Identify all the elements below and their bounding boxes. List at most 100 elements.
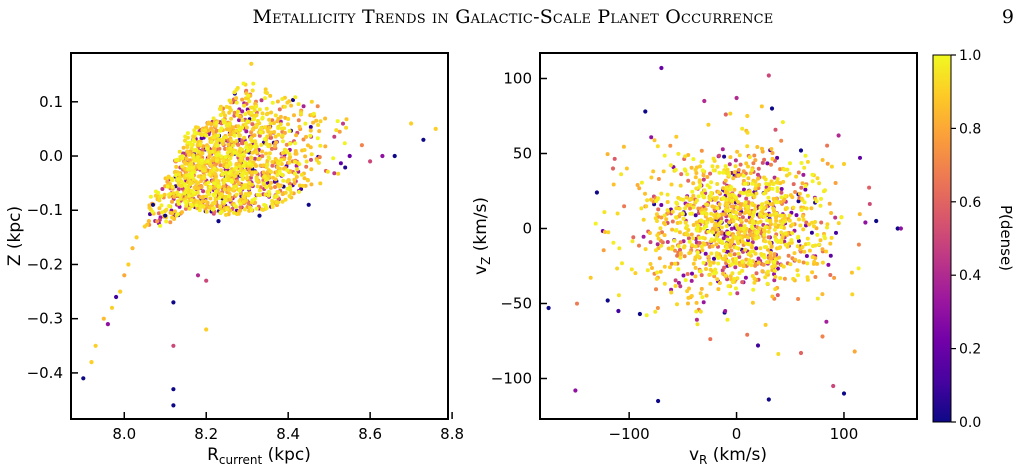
velocity-cloud-point — [787, 171, 792, 176]
spatial-cloud-point — [199, 179, 204, 183]
velocity-cloud-point — [715, 182, 720, 186]
spatial-data-point — [171, 343, 176, 348]
velocity-cloud-point — [674, 200, 679, 205]
velocity-cloud-point — [719, 216, 724, 221]
spatial-cloud-point — [168, 220, 173, 225]
spatial-cloud-point — [176, 177, 180, 182]
velocity-cloud-point — [729, 262, 734, 267]
spatial-cloud-point — [235, 170, 240, 175]
velocity-cloud-point — [655, 144, 660, 149]
spatial-cloud-point — [285, 186, 290, 191]
spatial-cloud-point — [183, 183, 188, 188]
spatial-cloud-point — [254, 123, 259, 128]
spatial-cloud-point — [260, 154, 265, 159]
velocity-cloud-point — [724, 242, 729, 247]
velocity-cloud-point — [695, 228, 700, 233]
velocity-cloud-point — [721, 212, 726, 217]
velocity-cloud-point — [685, 272, 690, 276]
spatial-cloud-point — [265, 162, 270, 167]
velocity-data-point — [841, 161, 847, 167]
spatial-cloud-point — [253, 156, 257, 161]
spatial-cloud-point — [257, 156, 262, 161]
velocity-cloud-point — [799, 208, 804, 212]
velocity-cloud-point — [612, 156, 617, 161]
velocity-cloud-point — [686, 178, 691, 183]
spatial-cloud-point — [206, 180, 211, 185]
spatial-cloud-point — [162, 192, 167, 197]
spatial-cloud-point — [302, 176, 307, 181]
spatial-cloud-point — [236, 124, 241, 129]
velocity-cloud-point — [765, 200, 770, 205]
velocity-cloud-point — [858, 155, 862, 160]
spatial-cloud-point — [243, 192, 248, 196]
spatial-cloud-point — [281, 178, 286, 183]
spatial-cloud-point — [211, 156, 215, 161]
spatial-cloud-point — [299, 112, 303, 116]
spatial-cloud-point — [226, 142, 231, 147]
velocity-cloud-point — [678, 255, 683, 260]
velocity-data-point — [898, 226, 904, 231]
velocity-cloud-point — [815, 296, 820, 301]
velocity-cloud-point — [716, 238, 721, 243]
velocity-cloud-point — [735, 276, 740, 281]
velocity-cloud-point — [683, 154, 688, 159]
spatial-cloud-point — [216, 184, 221, 189]
spatial-cloud-point — [295, 167, 300, 172]
spatial-cloud-point — [293, 171, 298, 176]
velocity-cloud-point — [682, 245, 686, 250]
velocity-cloud-point — [779, 230, 784, 235]
spatial-cloud-point — [157, 198, 162, 203]
velocity-cloud-point — [741, 227, 746, 231]
velocity-cloud-point — [791, 182, 796, 187]
velocity-cloud-point — [683, 206, 688, 211]
velocity-cloud-point — [714, 195, 719, 200]
velocity-cloud-point — [738, 223, 743, 228]
colorbar-gradient — [932, 54, 952, 423]
spatial-cloud-point — [242, 135, 247, 140]
velocity-cloud-point — [673, 248, 677, 253]
spatial-cloud-point — [180, 154, 185, 159]
velocity-cloud-point — [639, 206, 644, 211]
velocity-cloud-point — [857, 212, 862, 217]
spatial-cloud-point — [239, 141, 244, 146]
spatial-cloud-point — [286, 122, 290, 127]
velocity-cloud-point — [691, 181, 696, 186]
velocity-cloud-point — [681, 216, 686, 221]
spatial-cloud-point — [315, 136, 320, 141]
spatial-cloud-point — [187, 152, 191, 157]
spatial-cloud-point — [341, 121, 345, 126]
spatial-cloud-point — [184, 161, 189, 166]
velocity-cloud-point — [690, 271, 694, 276]
velocity-cloud-point — [678, 251, 683, 256]
velocity-cloud-point — [790, 222, 795, 227]
velocity-cloud-point — [685, 172, 690, 177]
velocity-cloud-point — [765, 218, 770, 223]
velocity-cloud-point — [713, 267, 718, 272]
velocity-cloud-point — [698, 309, 703, 314]
spatial-cloud-point — [272, 144, 277, 149]
spatial-cloud-point — [279, 172, 284, 177]
velocity-cloud-point — [807, 222, 812, 227]
spatial-cloud-point — [272, 121, 276, 126]
velocity-cloud-point — [747, 209, 752, 214]
velocity-cloud-point — [764, 188, 768, 193]
velocity-cloud-point — [760, 146, 764, 151]
velocity-cloud-point — [741, 173, 746, 178]
velocity-cloud-point — [775, 225, 780, 229]
velocity-x-ticks: −100 0 100 — [609, 412, 858, 443]
spatial-cloud-point — [276, 132, 281, 137]
velocity-cloud-point — [769, 147, 774, 151]
spatial-cloud-point — [187, 206, 192, 211]
velocity-cloud-point — [693, 274, 698, 279]
velocity-cloud-point — [723, 178, 728, 183]
velocity-cloud-point — [814, 199, 819, 204]
velocity-cloud-point — [738, 162, 743, 167]
velocity-cloud-point — [803, 187, 808, 192]
spatial-x-tick-label: 8.0 — [112, 425, 136, 443]
velocity-cloud-point — [758, 246, 763, 251]
velocity-cloud-point — [799, 185, 804, 190]
velocity-cloud-point — [684, 231, 689, 236]
velocity-cloud-point — [751, 219, 756, 224]
velocity-cloud-point — [768, 250, 773, 255]
velocity-cloud-point — [674, 134, 679, 139]
